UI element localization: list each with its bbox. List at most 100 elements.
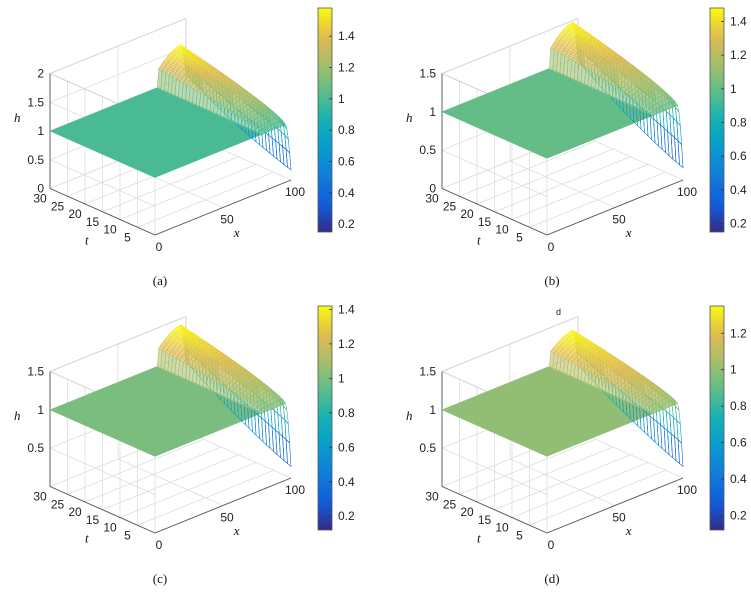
surface-cell — [677, 438, 684, 468]
z-tick-label: 1.5 — [419, 67, 436, 81]
floor-grid-line — [476, 446, 614, 503]
t-tick-label: 10 — [495, 223, 509, 237]
t-tick-label: 5 — [124, 528, 131, 542]
box-edge — [49, 316, 187, 372]
colorbar-tick-label: 1 — [730, 363, 737, 377]
colorbar-tick-label: 0.8 — [338, 123, 355, 137]
colorbar-tick-label: 1.2 — [338, 337, 355, 351]
surface — [441, 21, 684, 169]
t-tick-label: 20 — [68, 505, 82, 519]
box-edge — [49, 18, 187, 74]
surface-plot-b: 00.511.551015202530050100htx(b)0.20.40.6… — [406, 7, 747, 288]
colorbar-tick-label: 0.8 — [730, 399, 747, 413]
t-axis-line — [49, 486, 156, 534]
z-tick-label: 0.5 — [27, 441, 44, 455]
floor-grid-line — [84, 446, 222, 503]
z-tick-label: 1.5 — [419, 365, 436, 379]
z-tick-label: 1.5 — [27, 365, 44, 379]
t-axis-line — [441, 188, 548, 236]
t-axis-label: t — [477, 530, 481, 545]
t-tick-label: 25 — [51, 497, 65, 511]
floor-grid-line — [494, 156, 631, 213]
panel-caption: (c) — [153, 571, 167, 586]
z-tick-label: 1 — [37, 403, 44, 417]
x-tick-label: 0 — [156, 240, 163, 254]
colorbar-gradient — [317, 305, 333, 531]
t-tick-label: 20 — [460, 207, 474, 221]
colorbar-tick-label: 0.6 — [730, 436, 747, 450]
t-tick-label: 30 — [425, 192, 439, 206]
surface-plateau — [49, 366, 262, 457]
t-tick-label: 30 — [425, 490, 439, 504]
colorbar: 0.2 0.4 0.6 0.8 1 1.2 1.4 — [317, 7, 355, 233]
colorbar-tick-label: 1.2 — [338, 61, 355, 75]
floor-grid-line — [511, 164, 649, 220]
t-tick-label: 10 — [495, 521, 509, 535]
t-tick-label: 20 — [460, 505, 474, 519]
t-tick-label: 20 — [68, 207, 82, 221]
floor-grid-line — [102, 454, 239, 511]
floor-grid-line — [119, 164, 257, 220]
x-axis-line — [546, 477, 684, 534]
colorbar-tick-label: 0.2 — [730, 217, 747, 231]
colorbar-tick-label: 1 — [338, 92, 345, 106]
surface-cell — [676, 120, 682, 146]
z-tick-label: 0 — [37, 182, 44, 196]
z-tick-label: 0 — [429, 182, 436, 196]
stray-label: d — [556, 307, 562, 317]
t-tick-label: 25 — [51, 199, 65, 213]
x-tick-label: 50 — [220, 511, 234, 525]
t-tick-label: 5 — [516, 528, 523, 542]
surface-plot-d: 0.511.551015202530050100htx(d)0.20.40.60… — [406, 305, 747, 586]
x-tick-label: 100 — [677, 185, 697, 199]
colorbar-gradient — [709, 7, 725, 233]
x-tick-label: 50 — [612, 511, 626, 525]
floor-grid-line — [494, 454, 631, 511]
x-tick-label: 0 — [156, 538, 163, 552]
floor-grid-line — [476, 148, 614, 205]
colorbar-tick-label: 0.4 — [338, 475, 355, 489]
floor-grid-line — [137, 171, 274, 228]
x-axis-label: x — [625, 523, 632, 538]
z-tick-label: 0.5 — [419, 143, 436, 157]
surface-cell — [284, 419, 290, 444]
colorbar-tick-label: 1.2 — [730, 48, 747, 62]
colorbar-tick-label: 0.6 — [338, 155, 355, 169]
x-tick-label: 50 — [612, 213, 626, 227]
floor-grid-line — [102, 156, 239, 213]
panel-caption: (a) — [153, 273, 167, 288]
x-tick-label: 100 — [285, 185, 305, 199]
colorbar: 0.2 0.4 0.6 0.8 1 1.2 1.4 — [317, 302, 355, 531]
colorbar-tick-label: 0.8 — [338, 406, 355, 420]
t-axis-label: t — [85, 530, 89, 545]
t-axis-line — [441, 486, 548, 534]
z-tick-label: 0.5 — [419, 441, 436, 455]
x-axis-label: x — [233, 225, 240, 240]
x-tick-label: 100 — [677, 483, 697, 497]
t-tick-label: 5 — [516, 230, 523, 244]
x-axis-label: x — [625, 225, 632, 240]
t-axis-label: t — [85, 232, 89, 247]
z-tick-label: 1 — [429, 105, 436, 119]
z-tick-label: 1 — [429, 403, 436, 417]
colorbar-tick-label: 0.8 — [730, 116, 747, 130]
colorbar: 0.2 0.4 0.6 0.8 1 1.2 — [709, 305, 747, 531]
box-edge — [441, 316, 579, 372]
t-tick-label: 25 — [443, 497, 457, 511]
z-tick-label: 1.5 — [27, 95, 44, 109]
x-axis-line — [154, 477, 292, 534]
surface — [441, 329, 684, 468]
colorbar-tick-label: 1.4 — [338, 29, 355, 43]
t-tick-label: 30 — [33, 490, 47, 504]
t-tick-label: 30 — [33, 192, 47, 206]
t-tick-label: 10 — [103, 223, 117, 237]
colorbar-tick-label: 1.4 — [338, 302, 355, 316]
floor-grid-line — [529, 171, 666, 228]
colorbar-tick-label: 0.6 — [730, 149, 747, 163]
floor-grid-line — [529, 469, 666, 526]
x-tick-label: 100 — [285, 483, 305, 497]
floor-grid-line — [67, 438, 204, 495]
t-axis-line — [49, 188, 156, 236]
